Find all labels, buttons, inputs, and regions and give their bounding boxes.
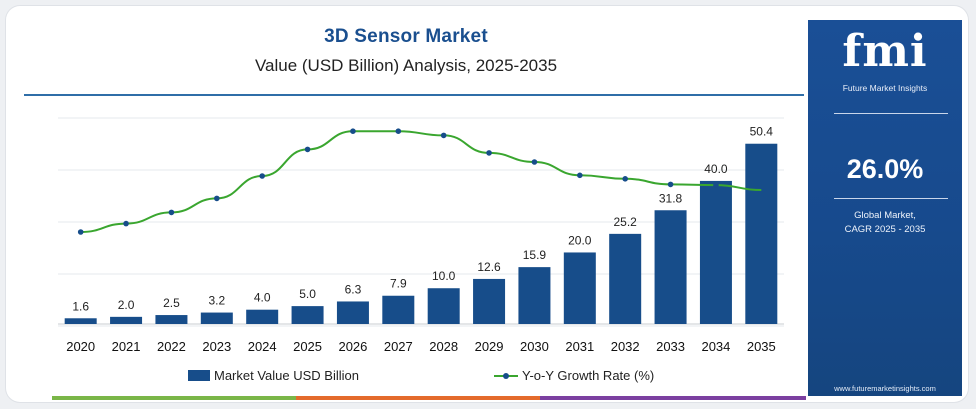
growth-point-2033 (667, 181, 674, 188)
growth-point-2031 (577, 172, 583, 179)
x-tick-2025: 2025 (293, 339, 322, 354)
bar-2026 (336, 301, 369, 324)
x-axis-ticks: 2020 2021 2022 2023 2024 2025 2026 2027 2028 2029… (66, 339, 776, 354)
bar-label-2032: 25.2 (614, 215, 638, 229)
bar-labels: 1.6 2.0 2.5 3.2 4.0 5.0 6.3 7.9 10.0 12.6 15.9 20.0… (72, 125, 773, 314)
bar-label-2020: 1.6 (72, 299, 89, 313)
chart-card: 3D Sensor Market Value (USD Billion) Ana… (6, 6, 968, 402)
growth-line (80, 130, 762, 233)
growth-point-2020 (77, 229, 84, 235)
bar-2032 (609, 233, 642, 324)
footer-strip-orange (296, 396, 540, 400)
bar-label-2031: 20.0 (568, 233, 592, 247)
legend-line-label: Y-o-Y Growth Rate (%) (522, 368, 654, 383)
footer-strip-green (52, 396, 296, 400)
logo-tagline: Future Market Insights (842, 83, 928, 93)
chart-title: 3D Sensor Market (324, 26, 488, 47)
bar-label-2022: 2.5 (163, 296, 180, 310)
bar-2028 (427, 288, 460, 324)
cagr-value: 26.0% (846, 154, 924, 184)
x-tick-2027: 2027 (384, 339, 413, 354)
growth-point-2029 (486, 150, 492, 156)
bar-2031 (563, 252, 596, 324)
growth-point-2030 (531, 159, 538, 165)
x-tick-2033: 2033 (656, 339, 685, 354)
growth-point-2026 (350, 128, 356, 134)
cagr-label-line2: CAGR 2025 - 2035 (844, 224, 926, 235)
x-tick-2023: 2023 (202, 339, 231, 354)
growth-point-2024 (259, 173, 265, 179)
x-tick-2020: 2020 (66, 339, 95, 354)
bar-label-2033: 31.8 (659, 191, 683, 205)
website-link[interactable]: www.futuremarketinsights.com (834, 384, 936, 393)
growth-point-2022 (168, 209, 175, 216)
bar-label-2026: 6.3 (345, 282, 362, 296)
growth-point-2027 (395, 128, 402, 134)
bar-2030 (518, 267, 551, 324)
x-tick-2021: 2021 (112, 339, 141, 354)
legend-bar-label: Market Value USD Billion (214, 368, 359, 383)
x-tick-2029: 2029 (475, 339, 504, 354)
bar-label-2034: 40.0 (704, 162, 728, 176)
x-tick-2031: 2031 (565, 339, 594, 354)
growth-point-2023 (214, 195, 220, 202)
bar-2035 (745, 143, 778, 324)
sidebar-divider-bottom (834, 198, 948, 199)
x-tick-2022: 2022 (157, 339, 186, 354)
bar-2034 (699, 180, 732, 324)
bar-2027 (382, 295, 415, 324)
brand-sidebar: fmi Future Market Insights 26.0% Global … (808, 20, 962, 396)
x-tick-2035: 2035 (747, 339, 776, 354)
footer-strip-purple (540, 396, 806, 400)
cagr-label-line1: Global Market, (854, 210, 916, 221)
growth-point-2028 (440, 132, 447, 139)
bar-label-2024: 4.0 (254, 291, 271, 305)
growth-point-2032 (622, 176, 628, 182)
legend: Market Value USD Billion Y-o-Y Growth Rat… (188, 368, 654, 383)
bar-label-2023: 3.2 (208, 294, 225, 308)
x-tick-2032: 2032 (611, 339, 640, 354)
sidebar-divider-top (834, 113, 948, 114)
bar-series (64, 143, 778, 324)
x-tick-2030: 2030 (520, 339, 549, 354)
bar-2021 (110, 316, 143, 324)
growth-point-2021 (123, 220, 129, 227)
legend-bar-swatch (188, 370, 210, 381)
x-tick-2034: 2034 (701, 339, 730, 354)
chart-subtitle: Value (USD Billion) Analysis, 2025-2035 (254, 56, 558, 75)
bar-label-2035: 50.4 (750, 125, 774, 139)
legend-line-marker (503, 373, 509, 379)
title-separator (24, 94, 804, 96)
bar-label-2028: 10.0 (432, 269, 456, 283)
bar-2033 (654, 210, 687, 324)
bar-2022 (155, 315, 188, 324)
bar-label-2030: 15.9 (523, 248, 547, 262)
x-tick-2024: 2024 (248, 339, 277, 354)
fmi-logo: fmi (842, 26, 928, 77)
bar-2029 (473, 278, 506, 324)
bar-label-2021: 2.0 (118, 298, 135, 312)
bar-label-2025: 5.0 (299, 287, 316, 301)
chart-area: 1.6 2.0 2.5 3.2 4.0 5.0 6.3 7.9 10.0 12.6 15.9 20.0… (58, 117, 784, 383)
growth-point-2025 (304, 146, 311, 153)
growth-line-series (77, 128, 762, 235)
bar-label-2027: 7.9 (390, 277, 407, 291)
bar-2024 (246, 309, 279, 324)
growth-point-2034 (713, 182, 719, 188)
x-tick-2028: 2028 (429, 339, 458, 354)
bar-label-2029: 12.6 (477, 260, 501, 274)
bar-2023 (200, 312, 233, 324)
bar-2025 (291, 306, 324, 324)
x-tick-2026: 2026 (338, 339, 367, 354)
bar-2020 (64, 318, 97, 324)
